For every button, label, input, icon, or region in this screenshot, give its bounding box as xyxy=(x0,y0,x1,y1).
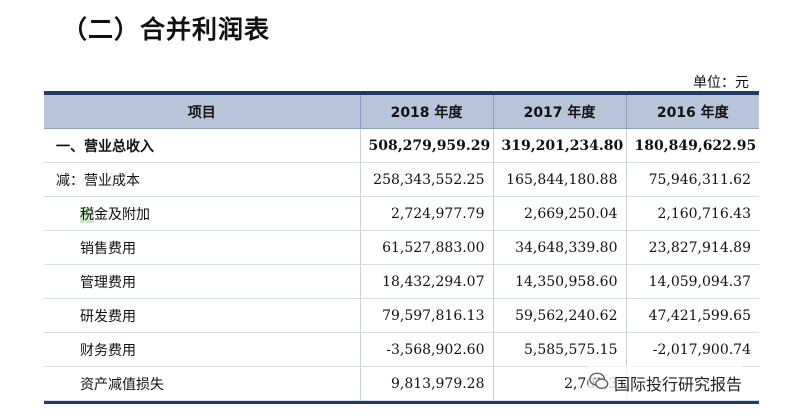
table-row: 一、营业总收入 508,279,959.29 319,201,234.80 18… xyxy=(44,128,759,163)
value-2018: 61,527,883.00 xyxy=(359,230,493,265)
row-label: 管理费用 xyxy=(44,264,360,299)
value-2017: 165,844,180.88 xyxy=(492,162,626,197)
page-title: （二）合并利润表 xyxy=(62,15,271,44)
table-row: 财务费用 -3,568,902.60 5,585,575.15 -2,017,9… xyxy=(44,332,759,367)
row-label: 资产减值损失 xyxy=(44,366,360,401)
table-row: 销售费用 61,527,883.00 34,648,339.80 23,827,… xyxy=(44,230,759,265)
value-2016: 180,849,622.95 xyxy=(625,128,759,163)
value-2017: 5,585,575.15 xyxy=(492,332,626,367)
row-label: 减：营业成本 xyxy=(44,162,360,197)
value-2018: 2,724,977.79 xyxy=(359,196,493,231)
table-bottom-rule xyxy=(44,401,759,404)
table-header-row: 项目 2018 年度 2017 年度 2016 年度 xyxy=(44,95,759,129)
value-2018: 258,343,552.25 xyxy=(359,162,493,197)
value-2016: 2,160,716.43 xyxy=(625,196,759,231)
row-label: 研发费用 xyxy=(44,298,360,333)
value-2017: 14,350,958.60 xyxy=(492,264,626,299)
row-label-rest: 金及附加 xyxy=(94,206,150,223)
col-header-2017: 2017 年度 xyxy=(492,95,626,129)
col-header-2016: 2016 年度 xyxy=(625,95,759,129)
value-2018: 9,813,979.28 xyxy=(359,366,493,401)
value-2016: 23,827,914.89 xyxy=(625,230,759,265)
table-row: 管理费用 18,432,294.07 14,350,958.60 14,059,… xyxy=(44,264,759,299)
table-row: 研发费用 79,597,816.13 59,562,240.62 47,421,… xyxy=(44,298,759,333)
value-2016: 75,946,311.62 xyxy=(625,162,759,197)
table-row: 税金及附加 2,724,977.79 2,669,250.04 2,160,71… xyxy=(44,196,759,231)
wechat-icon xyxy=(588,370,610,396)
value-2017: 34,648,339.80 xyxy=(492,230,626,265)
row-label: 税金及附加 xyxy=(44,196,360,231)
row-label: 销售费用 xyxy=(44,230,360,265)
value-2016: -2,017,900.74 xyxy=(625,332,759,367)
value-2016: 47,421,599.65 xyxy=(625,298,759,333)
value-2018: 508,279,959.29 xyxy=(359,128,493,163)
row-label: 财务费用 xyxy=(44,332,360,367)
unit-label: 单位：元 xyxy=(693,75,749,91)
value-2017: 2,669,250.04 xyxy=(492,196,626,231)
value-2017: 319,201,234.80 xyxy=(492,128,626,163)
col-header-item: 项目 xyxy=(44,95,360,129)
watermark: 国际投行研究报告 xyxy=(588,366,743,400)
row-label: 一、营业总收入 xyxy=(44,128,360,163)
value-2016: 14,059,094.37 xyxy=(625,264,759,299)
col-header-2018: 2018 年度 xyxy=(359,95,493,129)
income-statement-table: 项目 2018 年度 2017 年度 2016 年度 一、营业总收入 508,2… xyxy=(44,91,759,404)
table-top-rule xyxy=(44,91,759,95)
value-2018: -3,568,902.60 xyxy=(359,332,493,367)
highlighted-char: 税 xyxy=(80,206,94,223)
watermark-text: 国际投行研究报告 xyxy=(614,375,743,394)
value-2018: 18,432,294.07 xyxy=(359,264,493,299)
value-2018: 79,597,816.13 xyxy=(359,298,493,333)
table-row: 减：营业成本 258,343,552.25 165,844,180.88 75,… xyxy=(44,162,759,197)
value-2017: 59,562,240.62 xyxy=(492,298,626,333)
